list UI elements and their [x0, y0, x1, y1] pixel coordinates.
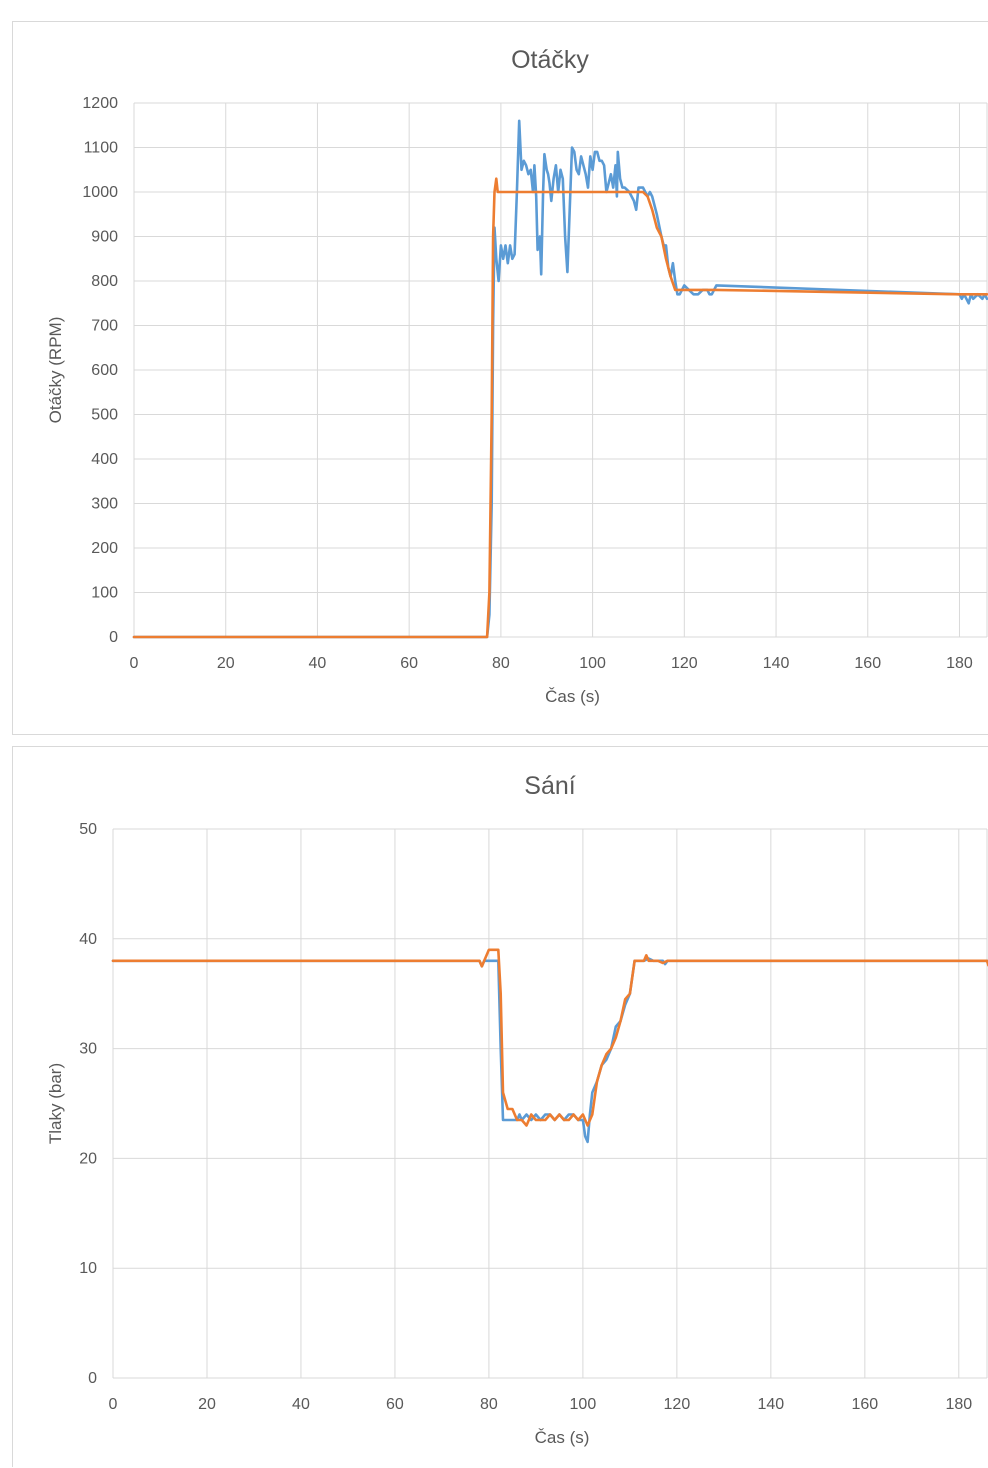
chart2-x-tick-label: 120 [664, 1396, 691, 1413]
chart1-y-tick-label: 200 [91, 540, 118, 557]
chart2-x-tick-label: 60 [386, 1396, 404, 1413]
chart1-x-tick-label: 140 [763, 655, 790, 672]
chart1-y-tick-label: 800 [91, 273, 118, 290]
chart1-title: Otáčky [511, 46, 589, 74]
chart1-y-tick-label: 100 [91, 585, 118, 602]
chart2-x-tick-label: 160 [851, 1396, 878, 1413]
chart1-x-tick-label: 100 [579, 655, 606, 672]
chart2-x-tick-label: 20 [198, 1396, 216, 1413]
chart1-y-axis-label: Otáčky (RPM) [46, 317, 65, 424]
chart1-y-tick-label: 900 [91, 229, 118, 246]
chart1-series-2-line [132, 177, 988, 639]
chart2-y-tick-label: 20 [79, 1150, 97, 1167]
chart2-y-tick-label: 0 [88, 1370, 97, 1387]
chart1-y-tick-label: 1000 [82, 184, 118, 201]
chart2-title: Sání [524, 772, 575, 800]
chart1-y-tick-label: 0 [109, 629, 118, 646]
chart1-y-tick-label: 700 [91, 318, 118, 335]
chart2-y-tick-label: 50 [79, 821, 97, 838]
chart2-x-axis-label: Čas (s) [535, 1428, 590, 1447]
chart1-series-1-line [132, 119, 988, 639]
chart2-x-tick-label: 40 [292, 1396, 310, 1413]
chart-sani: Sání 0 10 20 30 40 50 0 20 40 60 80 100 120 140 160 180 Č… [46, 772, 988, 1447]
chart1-x-tick-label: 60 [400, 655, 418, 672]
chart1-x-tick-label: 160 [854, 655, 881, 672]
chart2-y-tick-label: 40 [79, 931, 97, 948]
chart1-x-tick-label: 80 [492, 655, 510, 672]
chart1-y-tick-label: 400 [91, 451, 118, 468]
chart1-x-tick-label: 180 [946, 655, 973, 672]
chart2-x-tick-label: 80 [480, 1396, 498, 1413]
chart2-series-2-line [111, 948, 988, 1127]
chart1-x-tick-label: 0 [130, 655, 139, 672]
chart2-x-tick-label: 0 [109, 1396, 118, 1413]
chart1-y-tick-label: 1100 [84, 140, 119, 157]
chart1-y-tick-label: 1200 [82, 95, 118, 112]
chart1-x-tick-label: 120 [671, 655, 698, 672]
chart1-y-tick-label: 300 [91, 496, 118, 513]
chart1-x-axis-label: Čas (s) [545, 687, 600, 706]
chart-panel-otacky: Otáčky 0 100 200 300 400 500 600 700 800 900 1000 11… [12, 21, 988, 735]
chart2-y-tick-label: 30 [79, 1041, 97, 1058]
chart2-y-axis-label: Tlaky (bar) [46, 1063, 65, 1144]
chart-otacky: Otáčky0100200300400500600700800900100011… [46, 46, 988, 706]
chart2-x-tick-label: 140 [757, 1396, 784, 1413]
chart1-y-tick-label: 600 [91, 362, 118, 379]
chart1-x-tick-label: 40 [309, 655, 327, 672]
chart1-y-tick-label: 500 [91, 407, 118, 424]
chart2-x-tick-label: 100 [570, 1396, 597, 1413]
chart2-x-tick-label: 180 [945, 1396, 972, 1413]
chart2-y-tick-label: 10 [79, 1260, 97, 1277]
chart-panel-sani: Sání 0 10 20 30 40 50 0 20 40 60 80 100 120 140 160 180 Č… [12, 746, 988, 1467]
chart1-x-tick-label: 20 [217, 655, 235, 672]
